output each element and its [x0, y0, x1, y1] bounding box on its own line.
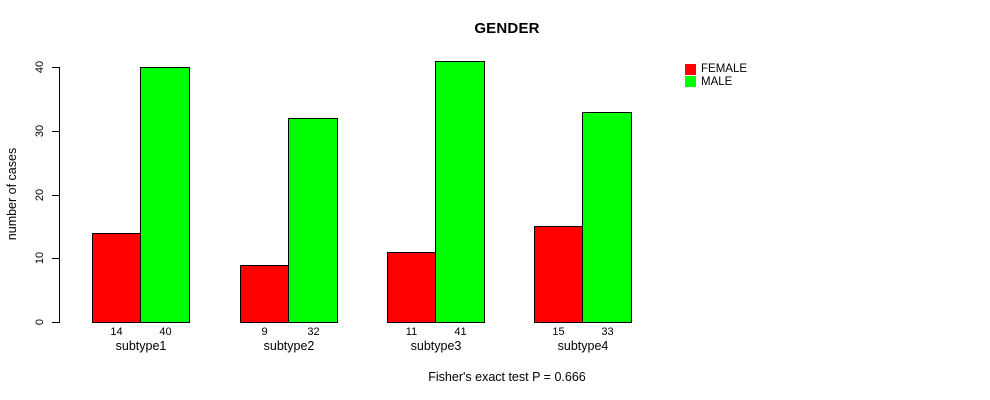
bar-female-subtype3 [387, 252, 436, 323]
legend-label: MALE [701, 75, 733, 88]
legend-label: FEMALE [701, 63, 748, 75]
bar-value-label: 41 [454, 326, 467, 338]
bar-value-label: 40 [159, 326, 172, 338]
y-tick [52, 67, 60, 68]
y-tick-label: 40 [34, 60, 46, 74]
bar-female-subtype1 [92, 233, 141, 323]
bar-male-subtype2 [288, 118, 338, 323]
bar-value-label: 9 [261, 326, 268, 338]
bar-male-subtype1 [140, 67, 190, 323]
category-label-subtype3: subtype3 [410, 339, 462, 353]
legend-swatch-female [685, 63, 696, 75]
bar-value-label: 15 [552, 326, 565, 338]
legend-item-female: FEMALE [685, 63, 747, 76]
y-tick-label: 30 [34, 124, 46, 138]
bar-value-label: 14 [110, 326, 123, 338]
bar-value-label: 32 [307, 326, 320, 338]
y-tick-label: 10 [34, 251, 46, 265]
y-tick-label: 20 [34, 188, 46, 202]
bar-male-subtype4 [582, 112, 632, 323]
bar-female-subtype4 [534, 226, 583, 323]
y-axis-label: number of cases [5, 147, 19, 241]
category-label-subtype1: subtype1 [115, 339, 167, 353]
fisher-test-caption: Fisher's exact test P = 0.666 [428, 370, 586, 384]
legend-swatch-male [685, 76, 696, 88]
bar-value-label: 11 [405, 326, 418, 338]
y-tick [52, 258, 60, 259]
legend-item-male: MALE [685, 76, 747, 89]
category-label-subtype4: subtype4 [557, 339, 609, 353]
bar-female-subtype2 [240, 265, 289, 323]
bar-male-subtype3 [435, 61, 485, 323]
chart-title: GENDER [474, 20, 540, 37]
bar-value-label: 33 [601, 326, 614, 338]
category-label-subtype2: subtype2 [263, 339, 315, 353]
y-tick-label: 0 [34, 318, 46, 326]
y-tick [52, 322, 60, 323]
legend: FEMALE MALE [685, 63, 747, 88]
y-tick [52, 131, 60, 132]
y-tick [52, 195, 60, 196]
